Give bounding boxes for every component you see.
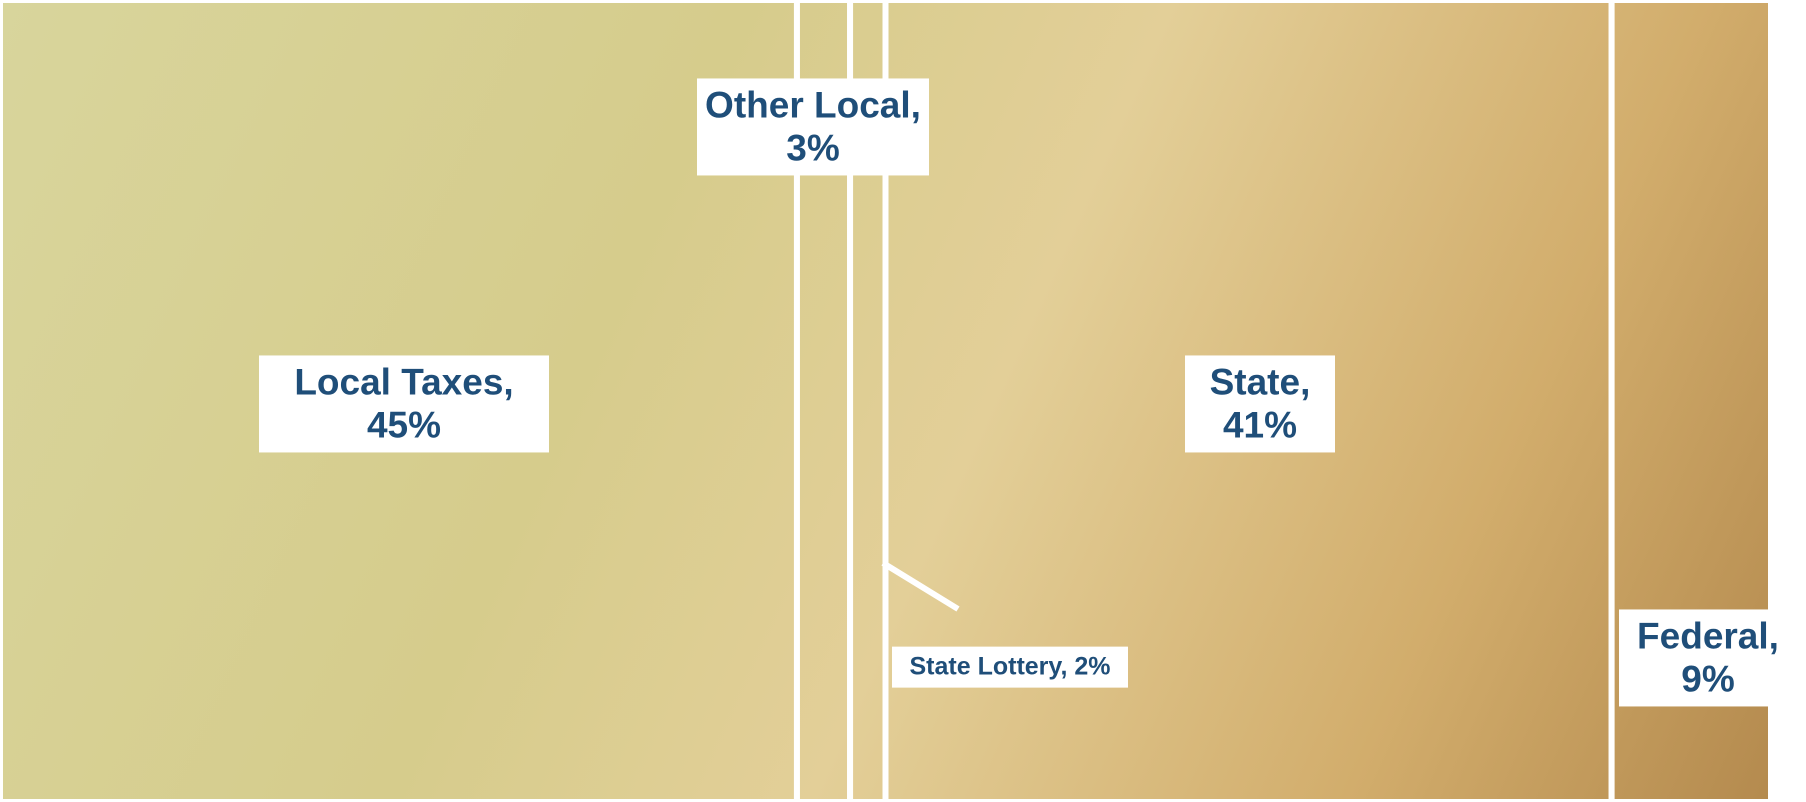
data-label: Other Local, 3% (697, 78, 929, 176)
data-label: Local Taxes, 45% (259, 355, 549, 453)
leader-line (881, 560, 960, 612)
data-label: State Lottery, 2% (892, 646, 1128, 688)
data-label: State, 41% (1185, 355, 1335, 453)
data-label: Federal, 9% (1619, 609, 1797, 707)
